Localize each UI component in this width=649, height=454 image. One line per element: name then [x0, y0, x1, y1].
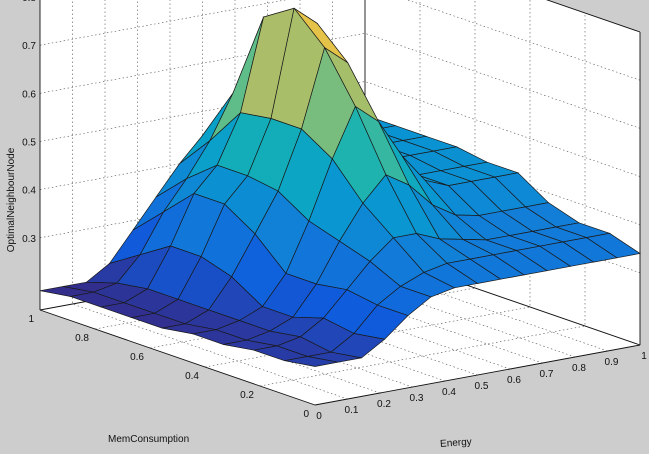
x-grid-line: [267, 0, 543, 364]
z-axis-label: OptimalNeighbourNode: [6, 147, 17, 252]
y-tick-label: 0.6: [130, 352, 144, 363]
x-tick-label: 0.5: [475, 381, 489, 392]
y-tick-label: 0.8: [75, 333, 89, 344]
z-tick-label: 0.6: [22, 89, 36, 100]
x-tick-label: 0.7: [540, 369, 554, 380]
x-grid-line: [299, 0, 576, 358]
tick-labels: 0 0.1 0.2 0.3 0.4 0.5 0.6 0.7 0.8 0.9 1 0 0.2 0.4 0.6 0…: [22, 0, 647, 422]
y-tick-label: 1: [28, 314, 34, 325]
x-tick-label: 0.3: [410, 393, 424, 404]
z-grid-line: [39, 32, 641, 129]
x-tick-label: 1: [641, 351, 647, 362]
axes-edge: [314, 344, 641, 406]
z-grid-line: [39, 129, 641, 225]
y-tick-label: 0: [303, 409, 309, 420]
axes-edge: [39, 309, 316, 406]
z-tick-label: 0.3: [22, 234, 36, 245]
x-tick-label: 0: [316, 411, 322, 422]
z-tick-label: 0.8: [22, 0, 36, 4]
x-tick-label: 0.8: [572, 363, 586, 374]
x-grid-line: [72, 0, 348, 400]
x-tick-label: 0.9: [605, 357, 619, 368]
z-tick-label: 0.7: [22, 41, 36, 52]
z-grid-line: [39, 0, 641, 81]
x-tick-label: 0.6: [507, 375, 521, 386]
z-tick-label: 0.5: [22, 137, 36, 148]
x-axis-label: Energy: [440, 437, 472, 450]
y-axis-label: MemConsumption: [108, 434, 189, 445]
x-grid-line: [234, 0, 511, 370]
z-grid-line: [39, 81, 641, 177]
x-tick-label: 0.4: [442, 387, 456, 398]
x-tick-label: 0.2: [377, 399, 391, 410]
z-tick-label: 0.4: [22, 186, 36, 197]
surface-patch: [284, 356, 339, 367]
x-tick-label: 0.1: [345, 405, 359, 416]
x-grid-line: [332, 0, 608, 352]
axes-edge: [545, 0, 641, 33]
y-tick-label: 0.2: [240, 390, 254, 401]
y-tick-label: 0.4: [185, 371, 199, 382]
x-grid-line: [202, 0, 478, 376]
surface-mesh: [39, 7, 641, 367]
